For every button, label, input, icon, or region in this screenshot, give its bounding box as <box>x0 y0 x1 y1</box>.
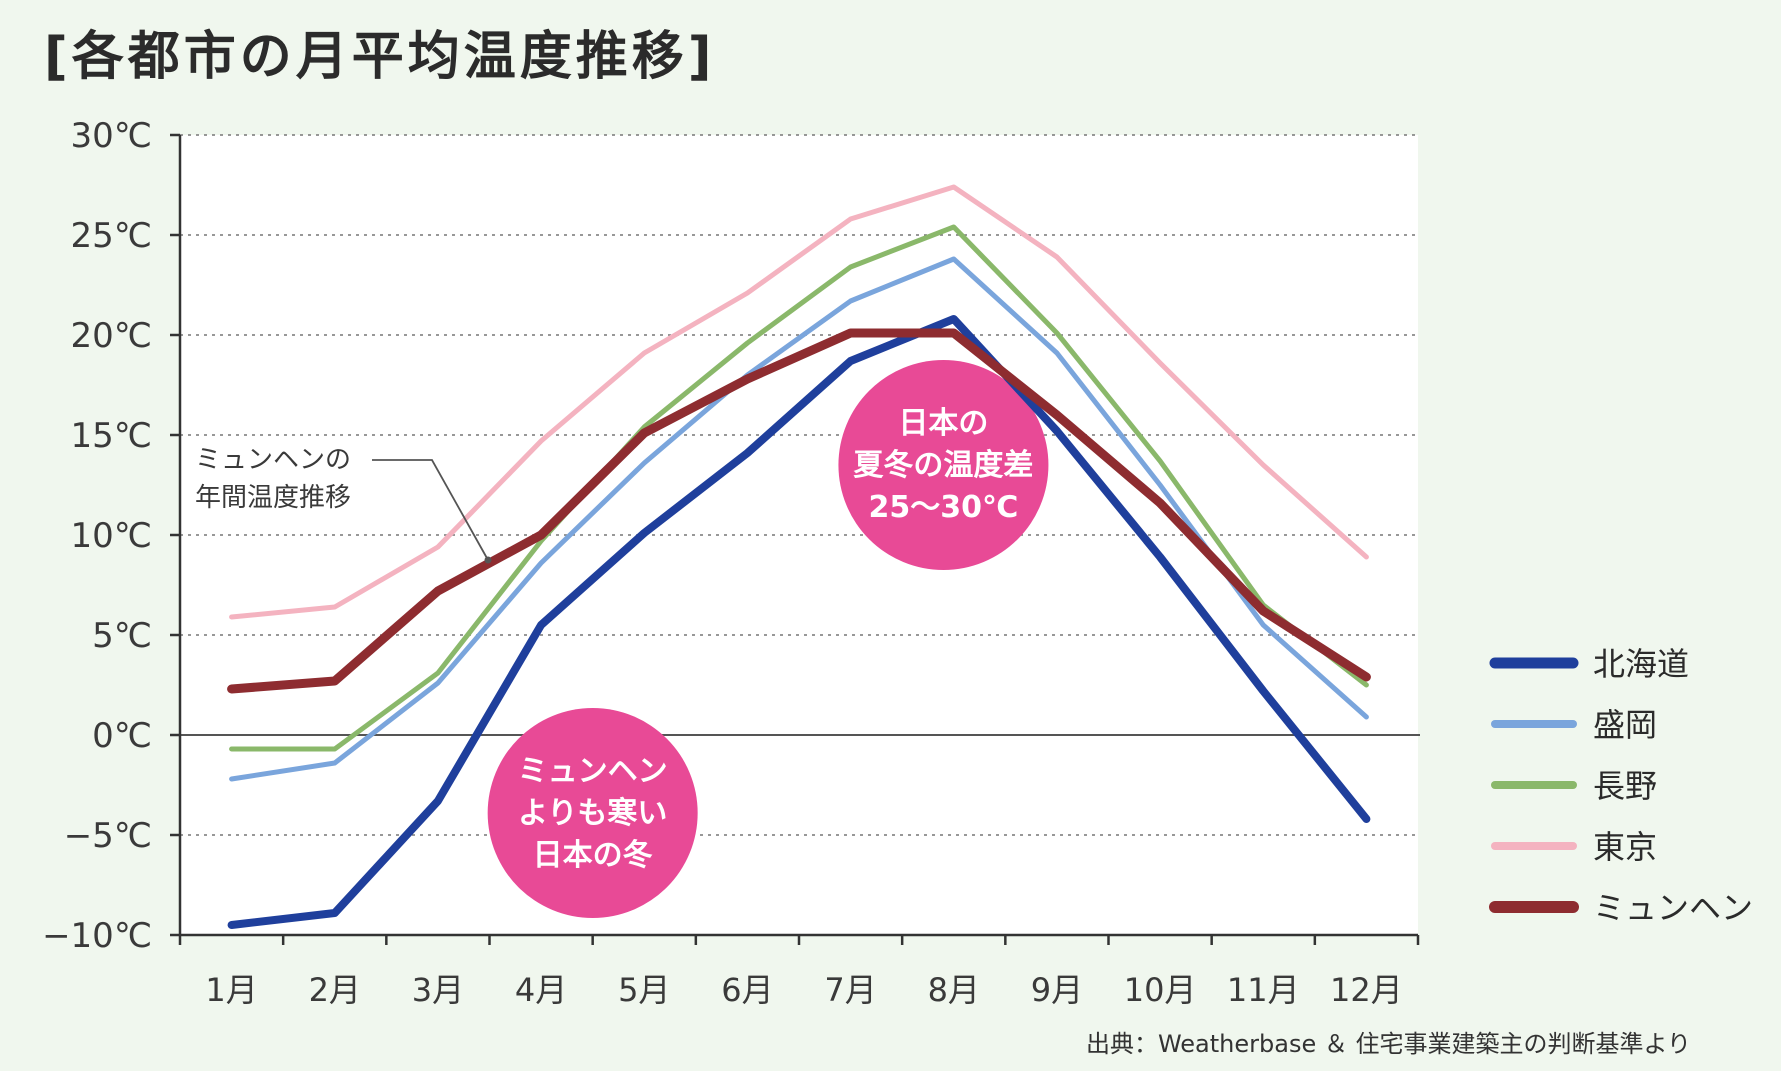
chart-title: [各都市の月平均温度推移] <box>44 27 716 87</box>
x-tick-label: 4月 <box>515 971 567 1009</box>
x-tick-label: 7月 <box>824 971 876 1009</box>
bubble-winter-text: 日本の冬 <box>533 838 653 873</box>
munich-annotation-text: 年間温度推移 <box>195 483 351 513</box>
series-line-北海道 <box>227 315 1371 929</box>
legend-label: 長野 <box>1593 767 1657 805</box>
bubble-summer-text: 25〜30℃ <box>869 490 1019 525</box>
series-line-盛岡 <box>229 256 1369 782</box>
y-tick-labels: 30℃ 25℃ 20℃ 15℃ 10℃ 5℃ 0℃ −5℃ −10℃ <box>42 116 152 956</box>
y-tick-label: 25℃ <box>71 216 152 256</box>
bubble-summer-circle <box>838 360 1049 570</box>
x-tick-labels: 1月 2月 3月 4月 5月 6月 7月 8月 9月 10月 11月 12月 <box>205 971 1402 1009</box>
y-tick-label: 15℃ <box>71 416 152 456</box>
bubble-summer-text: 日本の <box>898 406 988 441</box>
munich-annotation-leader <box>372 459 489 561</box>
y-tick-label: 20℃ <box>71 316 152 356</box>
series-line-ミュンヘン <box>227 328 1371 694</box>
x-tick-label: 6月 <box>721 971 773 1009</box>
x-tick-label: 12月 <box>1330 971 1403 1009</box>
source-credit: 出典：Weatherbase ＆ 住宅事業建築主の判断基準より <box>1085 1030 1691 1058</box>
x-tick-label: 10月 <box>1124 971 1197 1009</box>
legend-label: 盛岡 <box>1593 706 1657 744</box>
x-tick-label: 9月 <box>1031 971 1083 1009</box>
y-tick-label: −10℃ <box>42 916 152 956</box>
y-tick-label: −5℃ <box>64 816 152 856</box>
series-line-東京 <box>229 184 1369 620</box>
munich-annotation-dot <box>484 556 492 564</box>
munich-annotation-text: ミュンヘンの <box>195 445 351 475</box>
x-tick-label: 8月 <box>928 971 980 1009</box>
bubble-summer-text: 夏冬の温度差 <box>853 448 1033 483</box>
bubble-winter-text: ミュンヘン <box>518 754 668 789</box>
x-tick-label: 11月 <box>1227 971 1300 1009</box>
y-tick-label: 30℃ <box>71 116 152 156</box>
series-lines <box>227 184 1371 929</box>
y-tick-label: 10℃ <box>71 516 152 556</box>
bubble-winter-circle <box>487 708 698 918</box>
x-tick-label: 1月 <box>205 971 257 1009</box>
legend-label: 北海道 <box>1593 645 1689 683</box>
legend-label: 東京 <box>1593 828 1657 866</box>
x-tick-label: 5月 <box>618 971 670 1009</box>
y-tick-label: 0℃ <box>92 716 152 756</box>
y-tick-label: 5℃ <box>92 616 152 656</box>
series-line-長野 <box>229 224 1369 752</box>
x-tick-label: 3月 <box>412 971 464 1009</box>
legend-label: ミュンヘン <box>1593 889 1753 927</box>
x-tick-label: 2月 <box>309 971 361 1009</box>
axes <box>170 133 1420 945</box>
bubble-winter-text: よりも寒い <box>518 796 667 831</box>
